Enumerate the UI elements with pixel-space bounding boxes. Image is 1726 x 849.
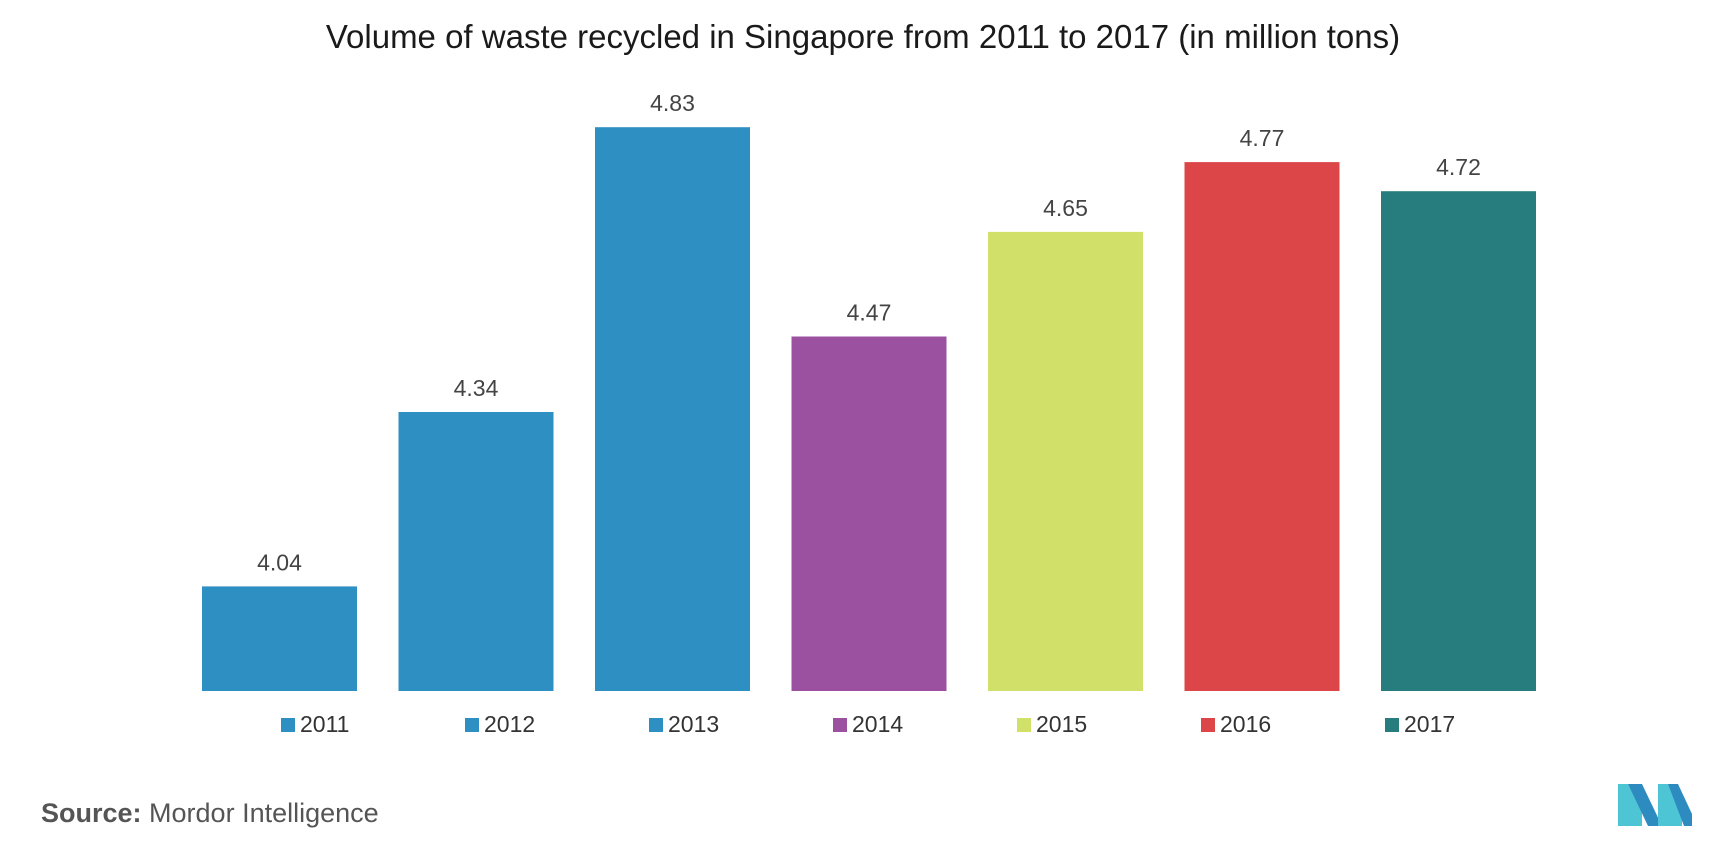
source-key: Source: (41, 798, 142, 828)
legend: 2011 2012 2013 2014 2015 2016 2017 (281, 711, 1455, 737)
value-label-2016: 4.77 (1240, 125, 1285, 151)
legend-label-2016: 2016 (1220, 711, 1271, 737)
value-label-2012: 4.34 (454, 375, 499, 401)
value-label-2014: 4.47 (847, 300, 892, 326)
legend-swatch-2013 (649, 718, 663, 732)
value-labels-group: 4.04 4.34 4.83 4.47 4.65 4.77 4.72 (257, 90, 1481, 575)
value-label-2017: 4.72 (1436, 154, 1481, 180)
bar-2014 (791, 336, 947, 691)
legend-label-2013: 2013 (668, 711, 719, 737)
value-label-2011: 4.04 (257, 549, 302, 575)
source-note: Source: Mordor Intelligence (41, 798, 379, 829)
legend-label-2011: 2011 (300, 711, 349, 737)
bars-group (202, 127, 1536, 692)
chart-title: Volume of waste recycled in Singapore fr… (325, 18, 1401, 55)
value-label-2015: 4.65 (1043, 195, 1088, 221)
legend-swatch-2012 (465, 718, 479, 732)
mordor-intelligence-logo-icon (1618, 784, 1692, 826)
legend-swatch-2016 (1201, 718, 1215, 732)
legend-label-2014: 2014 (852, 711, 903, 737)
legend-swatch-2017 (1385, 718, 1399, 732)
legend-swatch-2011 (281, 718, 295, 732)
bar-2011 (202, 586, 357, 691)
legend-label-2015: 2015 (1036, 711, 1087, 737)
legend-swatch-2014 (833, 718, 847, 732)
value-label-2013: 4.83 (650, 90, 695, 116)
bar-2015 (988, 231, 1143, 691)
legend-label-2012: 2012 (484, 711, 535, 737)
bar-2016 (1184, 162, 1340, 692)
legend-swatch-2015 (1017, 718, 1031, 732)
bar-2017 (1381, 191, 1536, 691)
legend-label-2017: 2017 (1404, 711, 1455, 737)
bar-2013 (595, 127, 750, 691)
source-value: Mordor Intelligence (149, 798, 379, 828)
bar-2012 (398, 412, 554, 691)
